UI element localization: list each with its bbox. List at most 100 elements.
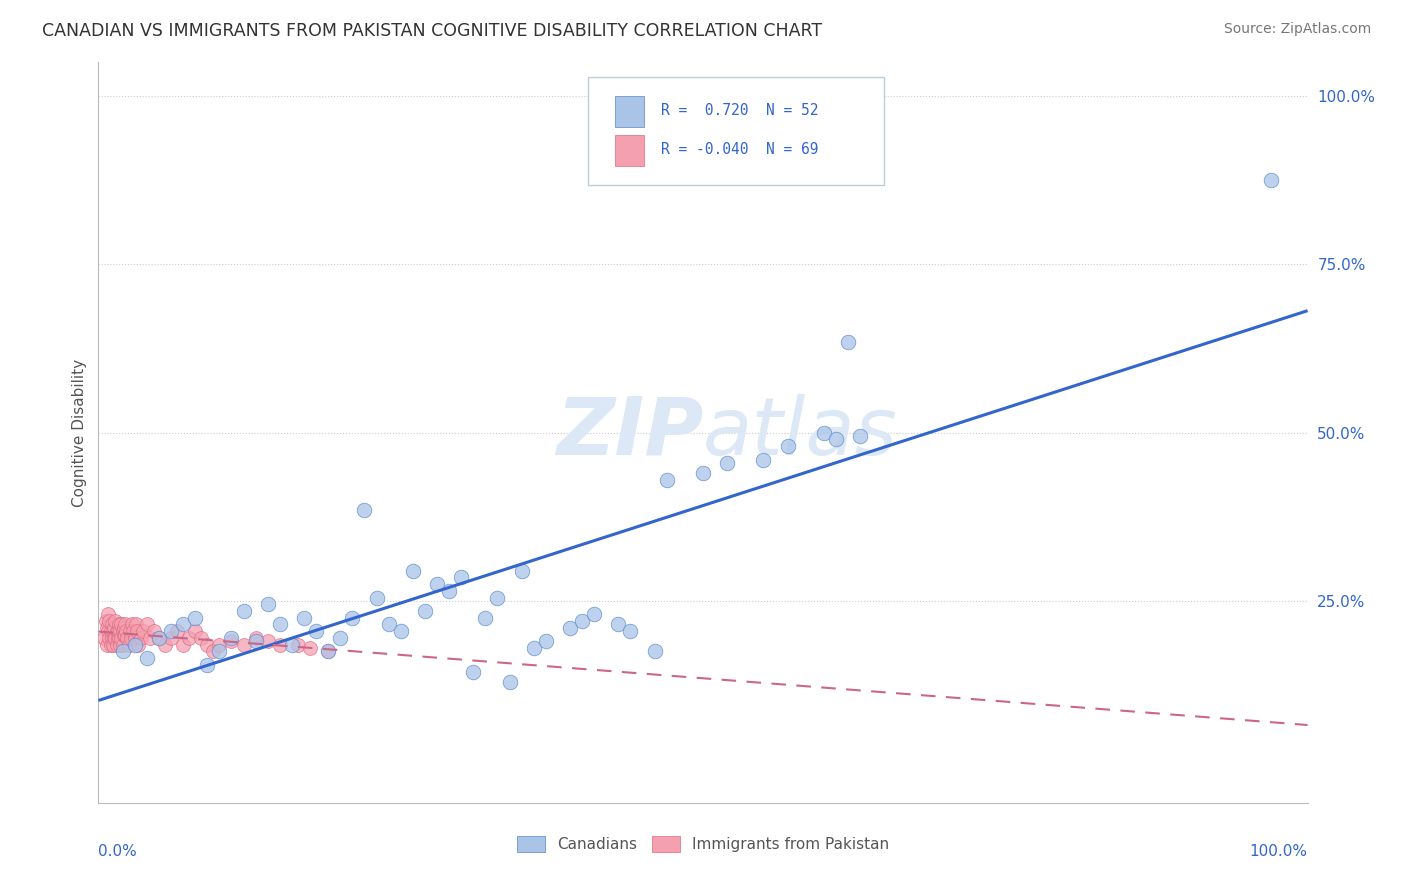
Point: [619, 624, 641, 639]
Point: [127, 624, 149, 639]
Point: [776, 439, 799, 453]
Point: [124, 638, 146, 652]
Point: [287, 638, 309, 652]
Point: [184, 610, 207, 624]
Point: [463, 665, 485, 679]
Point: [558, 621, 581, 635]
Text: 0.0%: 0.0%: [98, 844, 138, 858]
Point: [100, 631, 122, 645]
Point: [342, 610, 364, 624]
Point: [450, 570, 472, 584]
Point: [135, 617, 157, 632]
FancyBboxPatch shape: [588, 78, 884, 185]
FancyBboxPatch shape: [614, 95, 644, 127]
Point: [118, 624, 141, 639]
Y-axis label: Cognitive Disability: Cognitive Disability: [72, 359, 87, 507]
Point: [813, 425, 835, 440]
Text: R =  0.720  N = 52: R = 0.720 N = 52: [661, 103, 818, 118]
Point: [143, 624, 166, 639]
Point: [316, 644, 339, 658]
Point: [110, 617, 132, 632]
Point: [105, 624, 128, 639]
Point: [1260, 173, 1282, 187]
Point: [245, 634, 267, 648]
Point: [98, 631, 121, 645]
Point: [486, 591, 509, 605]
Point: [111, 644, 134, 658]
Point: [118, 638, 141, 652]
Point: [124, 631, 146, 645]
Point: [208, 638, 231, 652]
Point: [172, 617, 194, 632]
Point: [256, 634, 278, 648]
Point: [716, 456, 738, 470]
Point: [644, 644, 666, 658]
Point: [329, 631, 352, 645]
Point: [752, 452, 775, 467]
Point: [571, 614, 593, 628]
Point: [402, 564, 425, 578]
Point: [292, 610, 315, 624]
Text: atlas: atlas: [703, 393, 898, 472]
Point: [256, 597, 278, 611]
Point: [100, 624, 122, 639]
Point: [96, 621, 118, 635]
Point: [510, 564, 533, 578]
Point: [316, 644, 339, 658]
Legend: Canadians, Immigrants from Pakistan: Canadians, Immigrants from Pakistan: [510, 830, 896, 858]
Point: [101, 638, 124, 652]
Point: [108, 631, 131, 645]
Point: [232, 604, 254, 618]
Point: [607, 617, 630, 632]
Point: [426, 577, 449, 591]
Point: [148, 631, 170, 645]
Point: [232, 638, 254, 652]
Point: [160, 624, 183, 639]
Point: [153, 638, 176, 652]
Point: [112, 627, 135, 641]
Point: [115, 624, 138, 639]
Point: [179, 631, 201, 645]
Point: [135, 651, 157, 665]
Point: [837, 334, 859, 349]
Point: [825, 433, 848, 447]
Point: [305, 624, 328, 639]
Point: [110, 631, 132, 645]
Point: [100, 617, 122, 632]
Point: [583, 607, 606, 622]
Point: [692, 466, 714, 480]
Point: [93, 631, 115, 645]
Point: [849, 429, 872, 443]
Point: [132, 624, 155, 639]
Point: [184, 624, 207, 639]
Point: [111, 624, 134, 639]
Point: [377, 617, 399, 632]
Point: [114, 627, 136, 641]
Point: [108, 617, 131, 632]
Point: [104, 631, 127, 645]
Point: [202, 644, 225, 658]
Point: [121, 617, 143, 632]
Point: [107, 631, 129, 645]
Point: [97, 624, 120, 639]
Point: [103, 621, 125, 635]
Point: [120, 631, 142, 645]
Point: [139, 631, 162, 645]
Point: [122, 624, 145, 639]
Text: CANADIAN VS IMMIGRANTS FROM PAKISTAN COGNITIVE DISABILITY CORRELATION CHART: CANADIAN VS IMMIGRANTS FROM PAKISTAN COG…: [42, 22, 823, 40]
Text: 100.0%: 100.0%: [1250, 844, 1308, 858]
Text: Source: ZipAtlas.com: Source: ZipAtlas.com: [1223, 22, 1371, 37]
Point: [534, 634, 557, 648]
Point: [498, 674, 520, 689]
Point: [437, 583, 460, 598]
Point: [148, 631, 170, 645]
Point: [114, 617, 136, 632]
Point: [299, 640, 322, 655]
Point: [112, 621, 135, 635]
Point: [101, 624, 124, 639]
Text: R = -0.040  N = 69: R = -0.040 N = 69: [661, 143, 818, 157]
Point: [208, 644, 231, 658]
Point: [190, 631, 212, 645]
Point: [96, 638, 118, 652]
Point: [105, 638, 128, 652]
